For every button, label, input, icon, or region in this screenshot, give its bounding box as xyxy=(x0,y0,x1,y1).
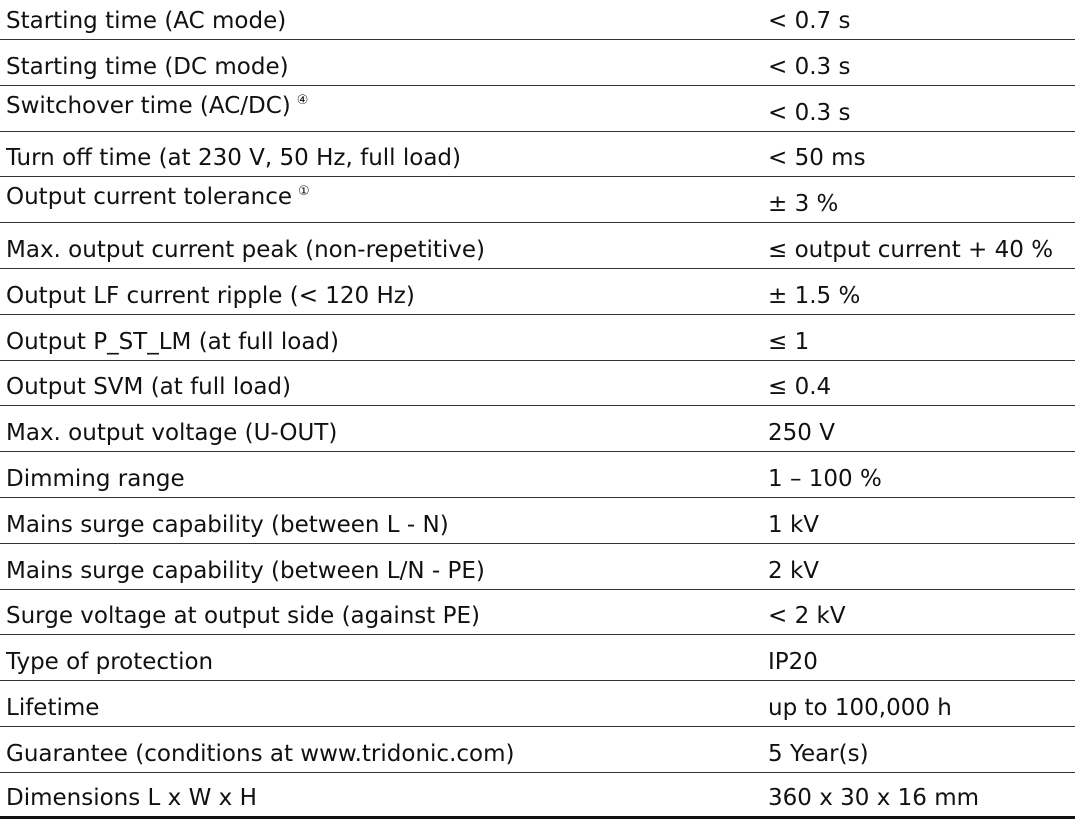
row-label: Output SVM (at full load) xyxy=(6,374,291,401)
row-value: < 50 ms xyxy=(768,145,866,172)
row-label: Output P_ST_LM (at full load) xyxy=(6,328,339,355)
row-label-cell: Mains surge capability (between L - N) xyxy=(6,512,449,538)
row-label-cell: Dimensions L x W x H xyxy=(6,785,257,811)
row-label-cell: Max. output current peak (non-repetitive… xyxy=(6,237,485,263)
row-value: ≤ output current + 40 % xyxy=(768,236,1054,263)
row-value: ± 1.5 % xyxy=(768,282,861,309)
row-label: Dimensions L x W x H xyxy=(6,784,257,811)
row-label-cell: Type of protection xyxy=(6,649,213,675)
table-row: Type of protection IP20 xyxy=(0,635,1075,682)
row-label-cell: Starting time (DC mode) xyxy=(6,54,289,80)
row-value: IP20 xyxy=(768,649,818,676)
table-row: Dimming range 1 – 100 % xyxy=(0,452,1075,498)
table-row: Output current tolerance ① ± 3 % xyxy=(0,177,1075,224)
table-row: Guarantee (conditions at www.tridonic.co… xyxy=(0,727,1075,773)
table-row: Mains surge capability (between L - N) 1 … xyxy=(0,498,1075,544)
row-label-cell: Lifetime xyxy=(6,695,99,721)
table-row: Dimensions L x W x H 360 x 30 x 16 mm xyxy=(0,773,1075,819)
table-row: Max. output current peak (non-repetitive… xyxy=(0,223,1075,269)
table-row: Mains surge capability (between L/N - PE… xyxy=(0,544,1075,590)
row-label: Starting time (AC mode) xyxy=(6,8,287,34)
row-label-cell: Output current tolerance ① xyxy=(6,184,310,210)
row-value: 250 V xyxy=(768,420,835,447)
row-label: Turn off time (at 230 V, 50 Hz, full loa… xyxy=(6,145,462,172)
row-value: ± 3 % xyxy=(768,191,839,218)
row-label: Mains surge capability (between L/N - PE… xyxy=(6,557,485,584)
row-value: 1 – 100 % xyxy=(768,465,882,492)
row-label-cell: Max. output voltage (U-OUT) xyxy=(6,420,337,446)
table-row: Starting time (AC mode) < 0.7 s xyxy=(0,0,1075,40)
table-row: Surge voltage at output side (against PE… xyxy=(0,590,1075,636)
table-row: Switchover time (AC/DC) ④ < 0.3 s xyxy=(0,86,1075,132)
row-value: < 0.3 s xyxy=(768,53,851,80)
row-label-cell: Starting time (AC mode) xyxy=(6,8,286,34)
row-label-cell: Guarantee (conditions at www.tridonic.co… xyxy=(6,741,514,767)
row-label-cell: Surge voltage at output side (against PE… xyxy=(6,603,480,629)
table-row: Output P_ST_LM (at full load) ≤ 1 xyxy=(0,315,1075,361)
table-row: Lifetime up to 100,000 h xyxy=(0,681,1075,727)
table-row: Starting time (DC mode) < 0.3 s xyxy=(0,40,1075,86)
row-label: Mains surge capability (between L - N) xyxy=(6,511,449,538)
row-value: 5 Year(s) xyxy=(768,740,869,767)
row-label: Starting time (DC mode) xyxy=(6,53,289,80)
table-row: Turn off time (at 230 V, 50 Hz, full loa… xyxy=(0,132,1075,178)
row-label-cell: Switchover time (AC/DC) ④ xyxy=(6,93,308,119)
row-label: Max. output voltage (U-OUT) xyxy=(6,420,338,447)
row-label: Surge voltage at output side (against PE… xyxy=(6,603,480,630)
row-label-cell: Output P_ST_LM (at full load) xyxy=(6,329,339,355)
table-row: Max. output voltage (U-OUT) 250 V xyxy=(0,406,1075,453)
row-label: Type of protection xyxy=(6,649,214,676)
row-label: Dimming range xyxy=(6,465,185,492)
row-label-cell: Dimming range xyxy=(6,466,185,492)
row-label: Switchover time (AC/DC) xyxy=(6,92,291,119)
row-value: 1 kV xyxy=(768,511,819,538)
row-label-cell: Output LF current ripple (< 120 Hz) xyxy=(6,283,415,309)
table-row: Output SVM (at full load) ≤ 0.4 xyxy=(0,361,1075,407)
row-label-cell: Output SVM (at full load) xyxy=(6,374,291,400)
row-value: 2 kV xyxy=(768,557,819,584)
row-value: 360 x 30 x 16 mm xyxy=(768,784,980,811)
row-label-cell: Mains surge capability (between L/N - PE… xyxy=(6,558,485,584)
row-value: < 0.7 s xyxy=(768,8,851,34)
row-value: ≤ 0.4 xyxy=(768,374,832,401)
footnote-marker: ④ xyxy=(296,92,309,108)
row-value: up to 100,000 h xyxy=(768,694,952,721)
row-label: Output current tolerance xyxy=(6,184,293,211)
row-label: Max. output current peak (non-repetitive… xyxy=(6,236,486,263)
footnote-marker: ① xyxy=(298,184,310,200)
row-label: Output LF current ripple (< 120 Hz) xyxy=(6,282,415,309)
row-label: Lifetime xyxy=(6,694,100,721)
row-label-cell: Turn off time (at 230 V, 50 Hz, full loa… xyxy=(6,145,461,171)
row-value: ≤ 1 xyxy=(768,328,810,355)
row-value: < 0.3 s xyxy=(768,99,851,126)
row-value: < 2 kV xyxy=(768,603,846,630)
row-label: Guarantee (conditions at www.tridonic.co… xyxy=(6,740,515,767)
table-row: Output LF current ripple (< 120 Hz) ± 1.5… xyxy=(0,269,1075,315)
